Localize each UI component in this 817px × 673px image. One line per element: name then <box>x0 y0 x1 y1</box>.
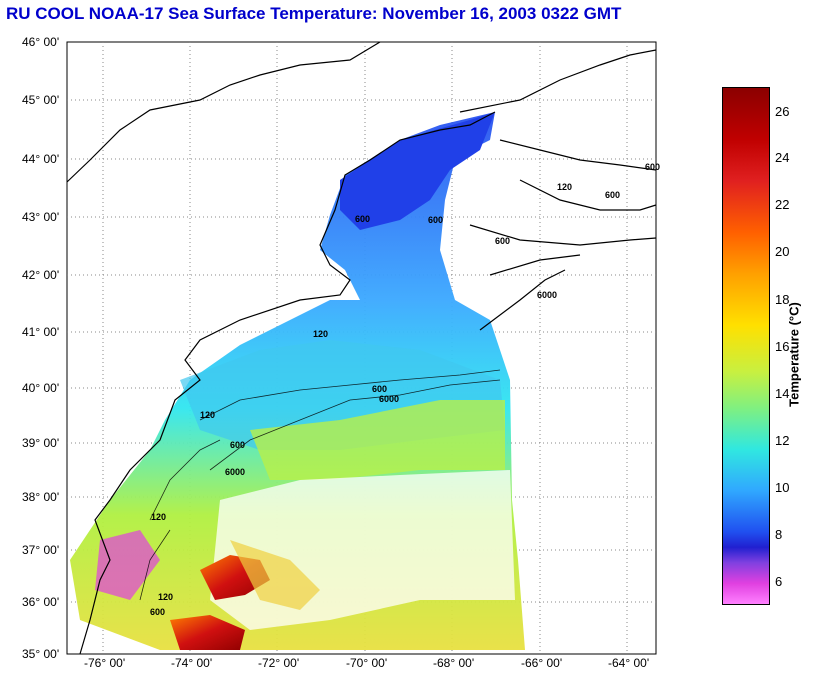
contour-label: 600 <box>372 384 387 394</box>
lat-label: 43° 00' <box>22 210 60 224</box>
contour-label: 600 <box>605 190 620 200</box>
contour-label: 600 <box>230 440 245 450</box>
lat-label: 44° 00' <box>22 152 60 166</box>
colorbar-label: Temperature (°C) <box>786 302 802 407</box>
contour-label: 600 <box>428 215 443 225</box>
lat-label: 35° 00' <box>22 647 60 661</box>
contour-label: 120 <box>200 410 215 420</box>
contour-label: 600 <box>150 607 165 617</box>
lat-label: 41° 00' <box>22 325 60 339</box>
bathymetry-contours <box>139 369 501 601</box>
page-title: RU COOL NOAA-17 Sea Surface Temperature:… <box>6 4 622 23</box>
contour-label: 600 <box>495 236 510 246</box>
lat-label: 40° 00' <box>22 381 60 395</box>
coastline <box>66 41 657 655</box>
colorbar-tick: 20 <box>775 244 790 259</box>
lat-label: 42° 00' <box>22 268 60 282</box>
colorbar-tick: 22 <box>775 197 790 212</box>
contour-label: 600 <box>355 214 370 224</box>
lat-label: 36° 00' <box>22 595 60 609</box>
lat-label: 37° 00' <box>22 543 60 557</box>
colorbar-tick: 18 <box>775 292 790 307</box>
colorbar-tick: 26 <box>775 104 790 119</box>
lon-label: -64° 00' <box>608 656 650 670</box>
lat-label: 45° 00' <box>22 93 60 107</box>
lon-label: -74° 00' <box>171 656 213 670</box>
contour-label: 600 <box>645 162 660 172</box>
colorbar-tick: 6 <box>775 574 783 589</box>
contour-label: 120 <box>158 592 173 602</box>
contour-label: 120 <box>557 182 572 192</box>
contour-label: 120 <box>151 512 166 522</box>
lon-label: -72° 00' <box>258 656 300 670</box>
lon-label: -66° 00' <box>521 656 563 670</box>
lat-label: 38° 00' <box>22 490 60 504</box>
contour-label: 6000 <box>225 467 245 477</box>
contour-label: 120 <box>313 329 328 339</box>
lat-label: 46° 00' <box>22 35 60 49</box>
contour-label: 6000 <box>379 394 399 404</box>
colorbar <box>722 87 770 605</box>
contour-label: 6000 <box>537 290 557 300</box>
contour-labels: 600 600 600 600 600 6000 120 120 120 600… <box>150 162 660 617</box>
colorbar-tick: 14 <box>775 386 790 401</box>
lon-label: -68° 00' <box>433 656 475 670</box>
lon-label: -70° 00' <box>346 656 388 670</box>
colorbar-tick: 8 <box>775 527 783 542</box>
sst-swath <box>70 112 525 650</box>
colorbar-tick: 12 <box>775 433 790 448</box>
colorbar-tick: 10 <box>775 480 790 495</box>
lon-label: -76° 00' <box>84 656 126 670</box>
colorbar-tick: 24 <box>775 150 790 165</box>
colorbar-tick: 16 <box>775 339 790 354</box>
lat-label: 39° 00' <box>22 436 60 450</box>
